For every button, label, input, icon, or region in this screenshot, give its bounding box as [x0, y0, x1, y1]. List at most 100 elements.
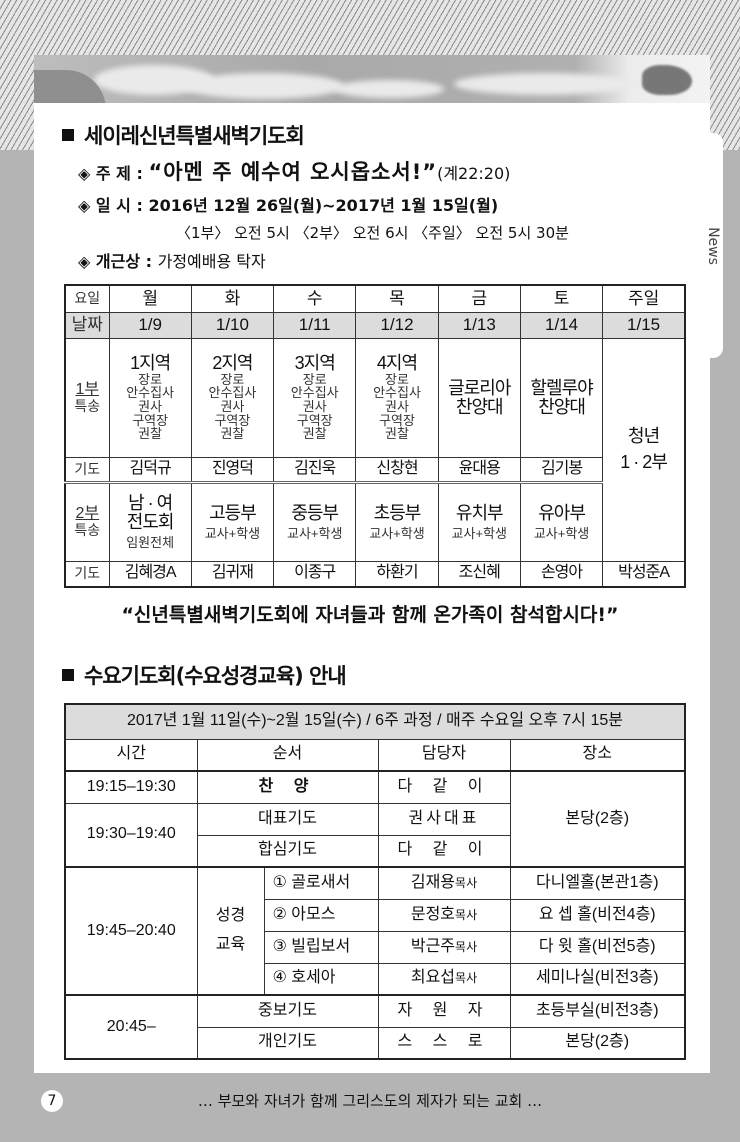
leader-cell: 박근주목사 [377, 930, 511, 964]
order-cell: 중보기도 [196, 994, 379, 1028]
group-role: 권찰 [385, 426, 409, 442]
place-cell: 본당(2층) [509, 1026, 686, 1060]
group-name: 유치부 [455, 502, 504, 523]
place-cell: 다니엘홀(본관1층) [509, 866, 686, 900]
special-cell: 4지역 장로 안수집사 권사 구역장 권찰 [355, 337, 439, 458]
day-header: 수 [273, 284, 357, 313]
leader-name: 문정호 [410, 905, 456, 923]
special-label: 특송 [74, 522, 101, 539]
row-label-part2: 2부 특송 [64, 480, 110, 562]
group-name: 남 · 여 전도회 [126, 493, 175, 533]
date-line: ◈ 일 시 : 2016년 12월 26일(월)~2017년 1월 15일(월) [78, 192, 498, 216]
group-name: 3지역 [294, 352, 336, 373]
group-role: 권찰 [220, 426, 245, 442]
prayer-cell: 윤대용 [437, 456, 521, 483]
group-role: 구역장 [132, 412, 169, 428]
group-role: 권사 [220, 399, 245, 415]
group-role: 장로 [138, 371, 163, 387]
prayer-cell: 김진욱 [273, 456, 357, 483]
time-cell: 19:45–20:40 [64, 866, 198, 996]
special-cell: 할렐루야 찬양대 [519, 337, 604, 458]
sunday-group: 청년 1 · 2부 [620, 426, 668, 472]
order-cell: ② 아모스 [263, 898, 379, 932]
building-image [34, 70, 106, 103]
place-cell: 본당(2층) [509, 770, 686, 868]
order-cell: ① 골로새서 [263, 866, 379, 900]
date-cell: 1/15 [602, 311, 686, 339]
date-cell: 1/13 [437, 311, 521, 339]
leader-cell: 다 같 이 [377, 834, 511, 868]
part1-label: 1부 [75, 380, 100, 398]
prayer-cell: 신창현 [355, 456, 439, 483]
group-role: 임원전체 [126, 535, 175, 551]
theme-ref: (계22:20) [437, 164, 511, 183]
section1-title-text: 세이레신년특별새벽기도회 [84, 124, 305, 148]
order-cell: 찬 양 [196, 770, 379, 804]
leader-title: 목사 [455, 971, 478, 986]
leader-cell: 최요섭목사 [377, 962, 511, 996]
group-name: 중등부 [291, 502, 339, 523]
place-cell: 초등부실(비전3층) [509, 994, 686, 1028]
special-cell: 중등부 교사+학생 [273, 480, 357, 562]
group-name: 고등부 [209, 502, 257, 523]
date-cell: 1/12 [355, 311, 439, 339]
special-cell: 고등부 교사+학생 [190, 480, 275, 562]
group-role: 구역장 [214, 412, 251, 428]
header-place: 장소 [509, 738, 686, 772]
day-header: 목 [355, 284, 439, 313]
award-label: ◈ 개근상 : [78, 252, 153, 271]
prayer-cell: 김기봉 [519, 456, 604, 483]
day-header: 주일 [602, 284, 686, 313]
group-name: 2지역 [212, 352, 253, 373]
group-role: 권사 [385, 399, 409, 415]
header-leader: 담당자 [377, 738, 511, 772]
date-text: 2016년 12월 26일(월)~2017년 1월 15일(월) [148, 196, 499, 215]
leader-cell: 김재용목사 [377, 866, 511, 900]
leader-cell: 스 스 로 [377, 1026, 511, 1060]
footer-motto: … 부모와 자녀가 함께 그리스도의 제자가 되는 교회 … [197, 1092, 543, 1110]
prayer-cell: 김귀재 [190, 560, 275, 588]
map-image [642, 65, 692, 95]
row-label-date: 날짜 [64, 311, 110, 339]
group-role: 권사 [138, 399, 163, 415]
leader-title: 목사 [455, 875, 478, 890]
sky-banner-image [34, 55, 710, 103]
group-role: 장로 [385, 371, 409, 387]
time-cell: 19:30–19:40 [64, 802, 198, 868]
section2-title: 수요기도회(수요성경교육) 안내 [62, 660, 347, 690]
slogan: “신년특별새벽기도회에 자녀들과 함께 온가족이 참석합시다!” [121, 604, 619, 626]
times-line: 〈1부〉 오전 5시 〈2부〉 오전 6시 〈주일〉 오전 5시 30분 [176, 224, 569, 242]
order-cell: 합심기도 [196, 834, 379, 868]
section2-title-text: 수요기도회(수요성경교육) 안내 [84, 664, 347, 688]
page-number: 7 [41, 1090, 63, 1112]
group-name: 유아부 [538, 502, 586, 523]
leader-name: 박근주 [410, 937, 456, 955]
leader-cell: 다 같 이 [377, 770, 511, 804]
group-role: 권찰 [302, 426, 327, 442]
date-cell: 1/14 [519, 311, 604, 339]
theme-text: “아멘 주 예수여 오시옵소서!” [148, 160, 438, 184]
special-cell: 유치부 교사+학생 [437, 480, 521, 562]
day-header: 토 [519, 284, 604, 313]
group-role: 안수집사 [208, 385, 257, 401]
row-label-day: 요일 [64, 284, 110, 313]
schedule-banner: 2017년 1월 11일(수)~2월 15일(수) / 6주 과정 / 매주 수… [64, 703, 686, 740]
row-label-prayer: 기도 [64, 456, 110, 483]
place-cell: 세미나실(비전3층) [509, 962, 686, 996]
day-header: 화 [190, 284, 275, 313]
prayer-cell: 이종구 [273, 560, 357, 588]
day-header: 월 [108, 284, 192, 313]
group-name: 4지역 [376, 352, 418, 373]
time-cell: 19:15–19:30 [64, 770, 198, 804]
group-name: 글로리아 찬양대 [448, 377, 511, 417]
group-name: 1지역 [130, 352, 171, 373]
group-role: 구역장 [296, 412, 333, 428]
part2-label: 2부 [75, 505, 100, 523]
section1-title: 세이레신년특별새벽기도회 [62, 120, 305, 150]
group-name: 할렐루야 찬양대 [530, 377, 593, 417]
leader-title: 목사 [455, 907, 478, 922]
date-cell: 1/9 [108, 311, 192, 339]
order-cell: 대표기도 [196, 802, 379, 836]
prayer-cell: 박성준A [602, 560, 686, 588]
group-role: 안수집사 [373, 385, 421, 401]
